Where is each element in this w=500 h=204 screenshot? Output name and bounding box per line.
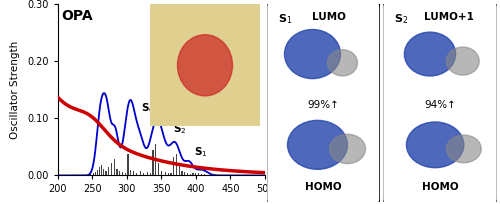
Circle shape	[406, 122, 464, 168]
Bar	[101, 165, 102, 175]
Bar	[192, 173, 194, 175]
Bar	[122, 172, 123, 175]
Bar	[130, 170, 132, 175]
Bar	[133, 171, 134, 175]
Circle shape	[404, 32, 456, 76]
Circle shape	[284, 30, 341, 79]
Y-axis label: Oscillator Strength: Oscillator Strength	[10, 41, 20, 139]
Bar	[136, 173, 137, 175]
FancyBboxPatch shape	[150, 4, 260, 126]
FancyBboxPatch shape	[382, 0, 498, 204]
Bar	[147, 172, 148, 175]
Bar	[90, 174, 92, 175]
Bar	[119, 171, 120, 175]
Text: S$_2$: S$_2$	[173, 122, 186, 136]
FancyBboxPatch shape	[266, 0, 380, 204]
Circle shape	[178, 35, 233, 96]
Bar	[198, 173, 199, 175]
Circle shape	[328, 50, 358, 76]
Bar	[114, 160, 115, 175]
Bar	[158, 163, 159, 175]
Bar	[124, 173, 126, 175]
Bar	[140, 171, 141, 175]
Text: 94%↑: 94%↑	[424, 100, 456, 110]
Bar	[116, 169, 117, 175]
Bar	[108, 167, 110, 175]
Bar	[200, 174, 202, 175]
Bar	[178, 165, 180, 175]
Text: LUMO+1: LUMO+1	[424, 12, 474, 22]
Bar	[170, 173, 172, 175]
Bar	[111, 163, 112, 175]
Bar	[99, 167, 100, 175]
Text: HOMO: HOMO	[305, 182, 342, 192]
Circle shape	[446, 135, 481, 163]
Text: OPA: OPA	[61, 9, 92, 23]
Bar	[184, 172, 186, 175]
Bar	[176, 154, 177, 175]
Text: S$_2$: S$_2$	[394, 12, 408, 26]
Bar	[150, 173, 151, 175]
Text: 99%↑: 99%↑	[308, 100, 339, 110]
Bar	[142, 173, 144, 175]
Text: HOMO: HOMO	[422, 182, 459, 192]
Bar	[168, 173, 169, 175]
Text: S$_6$: S$_6$	[140, 101, 154, 115]
Circle shape	[288, 120, 348, 169]
Bar	[173, 157, 174, 175]
Circle shape	[330, 134, 366, 164]
Circle shape	[446, 47, 479, 75]
Bar	[204, 174, 205, 175]
Bar	[160, 171, 162, 175]
Bar	[165, 172, 166, 175]
Text: S$_1$: S$_1$	[278, 12, 292, 26]
Text: S$_1$: S$_1$	[194, 145, 207, 159]
Bar	[152, 150, 154, 175]
Bar	[93, 173, 94, 175]
Bar	[103, 169, 104, 175]
Bar	[97, 170, 98, 175]
Text: LUMO: LUMO	[312, 12, 346, 22]
Bar	[190, 174, 191, 175]
Bar	[187, 173, 188, 175]
Bar	[195, 173, 196, 175]
Bar	[95, 172, 96, 175]
Bar	[155, 144, 156, 175]
